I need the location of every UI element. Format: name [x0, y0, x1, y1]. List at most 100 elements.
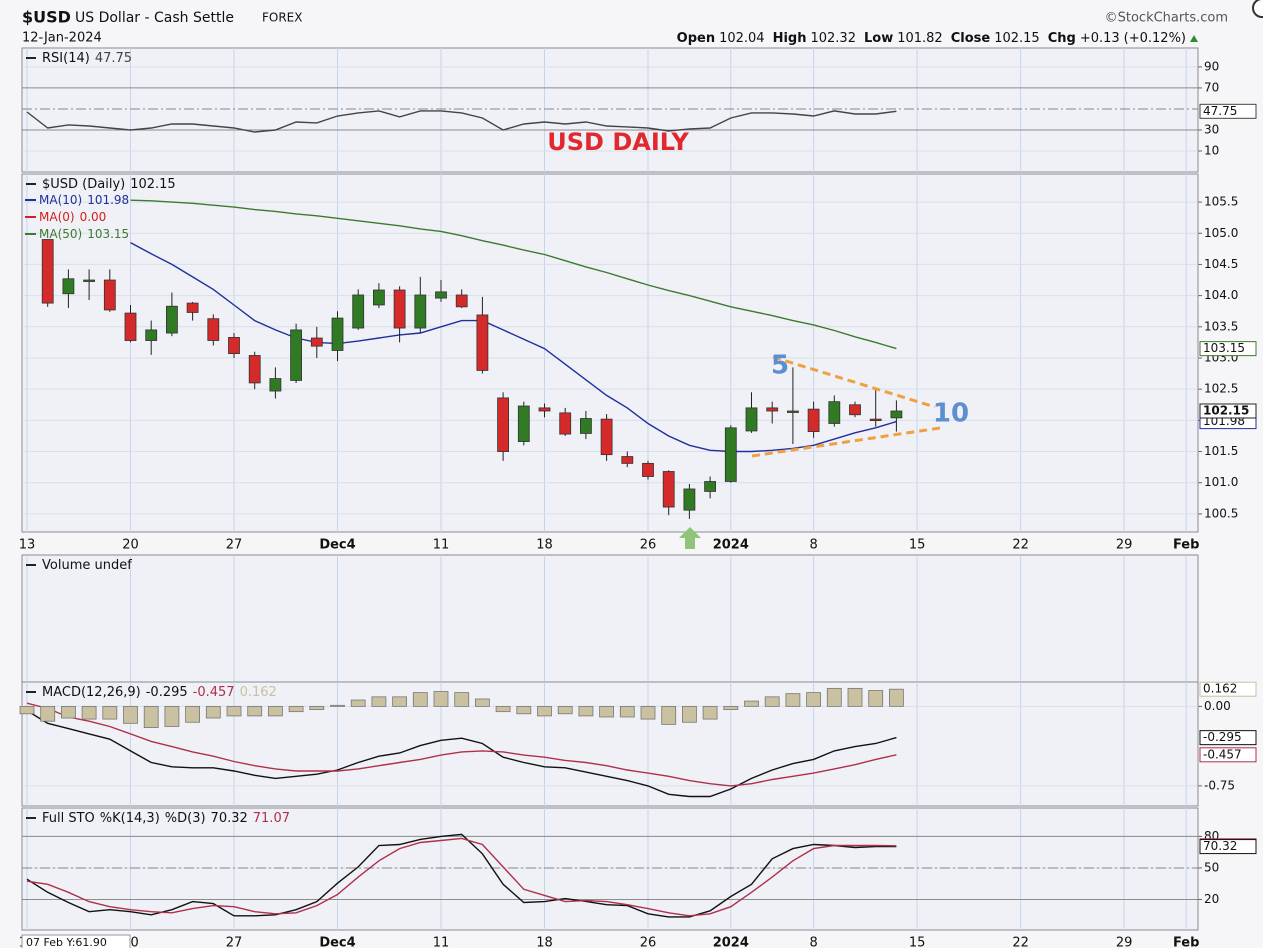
legend-entry: $USD (Daily)	[42, 177, 125, 192]
candle-body	[228, 337, 240, 355]
line	[26, 710, 897, 798]
candle-body	[352, 294, 365, 329]
x-tick-label: Feb	[1173, 538, 1199, 553]
candle-body	[497, 397, 510, 452]
histogram-bar	[661, 705, 677, 725]
legend-entry: 0.162	[240, 685, 277, 700]
legend-entry: MA(50)	[39, 227, 82, 241]
histogram-bar	[682, 705, 697, 723]
legend: MA(50) 103.15	[39, 227, 129, 241]
value-box-label: 47.75	[1203, 104, 1237, 118]
legend-entry: Full STO	[42, 811, 95, 826]
candle-body	[869, 418, 882, 422]
x-tick-label: 18	[536, 936, 553, 948]
x-tick-label: 8	[809, 936, 817, 948]
value-box	[1199, 681, 1257, 697]
histogram-bar	[785, 693, 801, 707]
value-box	[1199, 747, 1257, 763]
x-tick-label: 22	[1012, 538, 1029, 553]
candle-body	[290, 329, 303, 381]
x-tick-label: 20	[122, 538, 139, 553]
histogram-bar	[143, 705, 159, 728]
quote-part: Low	[864, 31, 893, 46]
x-tick-label: 2024	[713, 936, 749, 948]
candle-body	[165, 305, 178, 334]
candle-body	[41, 239, 54, 304]
candle-body	[207, 318, 220, 341]
histogram-bar	[330, 704, 345, 707]
quote-part: (+0.12%)	[1124, 31, 1186, 46]
annotation: 10	[933, 399, 969, 429]
x-tick-label: 29	[1116, 936, 1133, 948]
histogram-bar	[619, 705, 635, 718]
trendline	[772, 355, 936, 409]
histogram-bar	[826, 687, 842, 707]
legend-entry: 47.75	[95, 51, 132, 66]
x-tick-label: 8	[809, 538, 817, 553]
x-tick-label: 2024	[713, 538, 749, 553]
candle-body	[787, 410, 799, 413]
histogram-bar	[847, 687, 863, 707]
up-arrow	[1190, 35, 1198, 42]
candle-body	[331, 317, 344, 351]
legend-entry: MA(10)	[39, 193, 82, 207]
histogram-bar	[702, 705, 718, 720]
histogram-bar	[392, 696, 408, 707]
histogram-bar	[309, 705, 325, 710]
x-tick-label: 29	[1116, 538, 1133, 553]
brand: ©StockCharts.com	[1105, 11, 1228, 26]
histogram-bar	[599, 705, 614, 718]
candle-body	[600, 418, 613, 456]
line	[130, 199, 897, 350]
legend-entry: 103.15	[87, 227, 129, 241]
legend: MA(0) 0.00	[39, 210, 106, 224]
histogram-bar	[205, 705, 221, 719]
line	[26, 833, 897, 918]
value-box-label: 102.15	[1203, 404, 1249, 418]
line	[26, 702, 897, 787]
histogram-bar	[474, 698, 490, 707]
legend: MA(10) 101.98	[39, 193, 129, 207]
y-tick-label: 102.5	[1204, 382, 1238, 396]
legend-entry: -0.457	[193, 685, 235, 700]
legend: Full STO %K(14,3) %D(3) 70.32 71.07	[42, 811, 290, 826]
histogram-bar	[454, 692, 470, 707]
candle-body	[807, 408, 820, 432]
histogram-bar	[371, 696, 387, 707]
symbol: $USD	[22, 8, 71, 27]
quote-part: Chg	[1048, 31, 1076, 46]
quote-part: 101.82	[897, 31, 943, 46]
panels	[21, 47, 1202, 931]
histogram-bar	[868, 690, 884, 707]
quote-part: Open	[677, 31, 715, 46]
histogram-bar	[123, 705, 138, 724]
legend-entry: 0.00	[80, 210, 107, 224]
legend-entry: 102.15	[130, 177, 176, 192]
value-box-label: -0.295	[1203, 730, 1242, 744]
line	[26, 110, 897, 133]
legend-entry: 101.98	[87, 193, 129, 207]
candle-body	[372, 289, 385, 306]
menu-icon[interactable]	[1252, 0, 1263, 18]
histogram-bar	[267, 705, 283, 717]
histogram-bar	[557, 705, 573, 715]
quote-part: High	[773, 31, 807, 46]
histogram-bar	[164, 705, 180, 727]
line	[26, 837, 897, 917]
legend-entry: %K(14,3)	[100, 811, 160, 826]
candle-body	[724, 427, 737, 482]
y-tick-label: 101.0	[1204, 475, 1238, 489]
y-tick-label: 20	[1204, 892, 1219, 906]
x-tick-label: Dec4	[319, 936, 355, 948]
x-tick-label: 13	[19, 538, 36, 553]
legend: RSI(14) 47.75	[42, 51, 132, 66]
value-box-label: 70.32	[1203, 839, 1237, 853]
candle-body	[83, 279, 95, 282]
histogram-bar	[61, 705, 76, 719]
quote-part: 102.15	[994, 31, 1040, 46]
value-box-label: 103.15	[1203, 341, 1245, 355]
line	[130, 241, 897, 453]
value-box	[1199, 839, 1257, 855]
